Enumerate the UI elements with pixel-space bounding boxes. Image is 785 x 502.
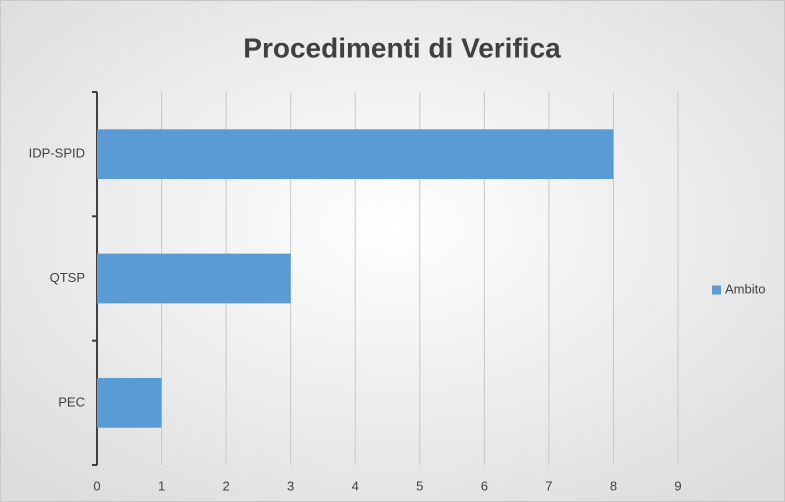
x-tick-label: 2 <box>222 478 229 493</box>
y-tick-label: IDP-SPID <box>29 146 85 161</box>
legend-swatch <box>712 285 721 295</box>
x-tick-label: 6 <box>481 478 488 493</box>
x-tick-label: 0 <box>93 478 100 493</box>
chart-title: Procedimenti di Verifica <box>243 32 561 63</box>
bar <box>97 253 291 304</box>
x-tick-label: 8 <box>610 478 617 493</box>
y-tick-label: PEC <box>58 394 85 409</box>
x-tick-label: 5 <box>416 478 423 493</box>
x-tick-label: 3 <box>287 478 294 493</box>
y-tick-label: QTSP <box>50 270 85 285</box>
x-tick-label: 4 <box>352 478 359 493</box>
bar <box>97 129 614 180</box>
legend-label: Ambito <box>725 281 765 296</box>
bar <box>97 377 162 428</box>
x-tick-label: 7 <box>545 478 552 493</box>
x-tick-label: 9 <box>674 478 681 493</box>
x-tick-label: 1 <box>158 478 165 493</box>
